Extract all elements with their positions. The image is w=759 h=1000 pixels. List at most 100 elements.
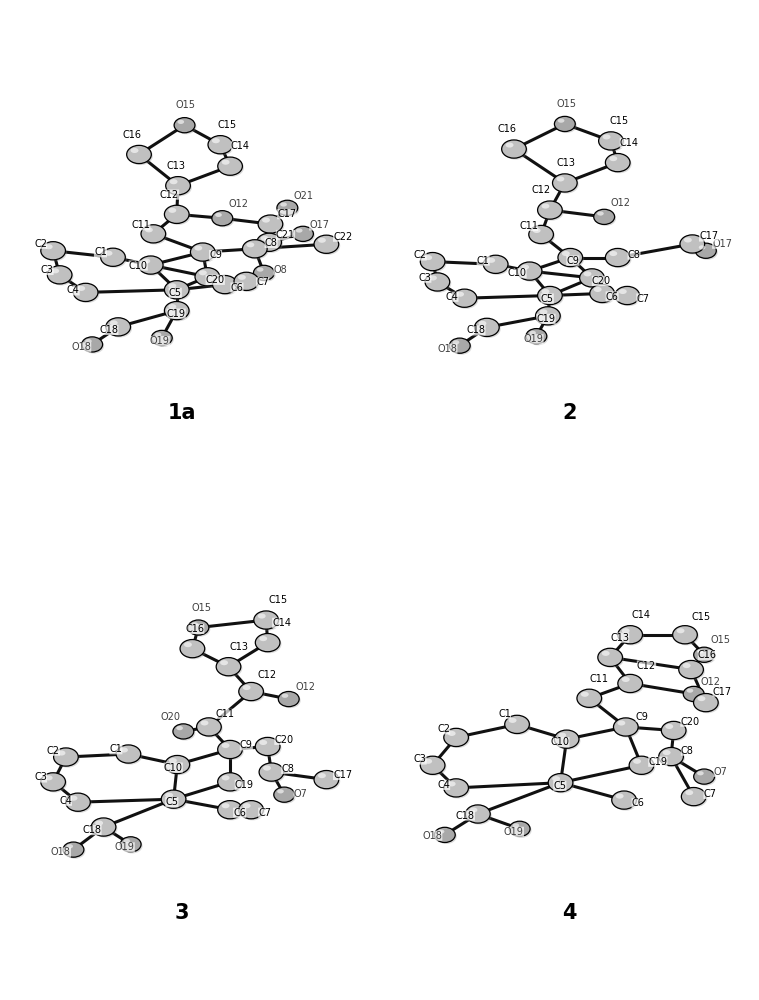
Ellipse shape <box>676 628 685 633</box>
Ellipse shape <box>241 802 265 820</box>
Ellipse shape <box>65 844 86 859</box>
Ellipse shape <box>615 719 640 738</box>
Text: C4: C4 <box>59 796 72 806</box>
Ellipse shape <box>595 211 616 226</box>
Ellipse shape <box>554 116 575 132</box>
Ellipse shape <box>672 626 698 644</box>
Ellipse shape <box>540 309 547 314</box>
Text: C20: C20 <box>592 276 611 286</box>
Ellipse shape <box>616 288 641 306</box>
Ellipse shape <box>274 787 294 802</box>
Text: C20: C20 <box>275 735 294 745</box>
Text: C20: C20 <box>680 717 700 727</box>
Ellipse shape <box>241 684 265 702</box>
Ellipse shape <box>45 775 52 780</box>
Text: C11: C11 <box>131 220 150 230</box>
Ellipse shape <box>120 837 141 852</box>
Text: C1: C1 <box>477 256 490 266</box>
Text: C19: C19 <box>537 314 556 324</box>
Ellipse shape <box>54 748 78 766</box>
Ellipse shape <box>282 694 288 698</box>
Ellipse shape <box>509 718 517 723</box>
Ellipse shape <box>168 283 176 288</box>
Text: C12: C12 <box>160 190 179 200</box>
Ellipse shape <box>449 338 470 353</box>
Text: C13: C13 <box>167 161 186 171</box>
Ellipse shape <box>120 747 128 753</box>
Ellipse shape <box>448 781 455 786</box>
Text: C10: C10 <box>164 763 183 773</box>
Ellipse shape <box>178 120 184 124</box>
Ellipse shape <box>106 318 131 336</box>
Ellipse shape <box>168 208 176 213</box>
Ellipse shape <box>619 289 627 294</box>
Text: C10: C10 <box>550 737 569 747</box>
Ellipse shape <box>255 612 280 631</box>
Ellipse shape <box>191 622 198 626</box>
Ellipse shape <box>222 743 229 748</box>
Ellipse shape <box>257 635 282 653</box>
Text: C11: C11 <box>216 709 235 719</box>
Ellipse shape <box>556 118 577 133</box>
Ellipse shape <box>169 758 177 763</box>
Ellipse shape <box>93 819 118 838</box>
Text: C12: C12 <box>637 661 656 671</box>
Ellipse shape <box>218 801 242 819</box>
Text: O15: O15 <box>191 603 212 613</box>
Ellipse shape <box>63 842 84 857</box>
Text: O18: O18 <box>437 344 458 354</box>
Ellipse shape <box>539 202 564 221</box>
Ellipse shape <box>95 820 103 826</box>
Ellipse shape <box>598 648 622 666</box>
Ellipse shape <box>257 267 263 272</box>
Ellipse shape <box>427 274 452 293</box>
Ellipse shape <box>505 142 514 148</box>
Ellipse shape <box>422 758 446 776</box>
Ellipse shape <box>180 640 205 658</box>
Ellipse shape <box>277 200 298 215</box>
Text: C5: C5 <box>540 294 554 304</box>
Ellipse shape <box>539 288 564 306</box>
Text: C1: C1 <box>498 709 511 719</box>
Ellipse shape <box>680 662 705 680</box>
Ellipse shape <box>43 774 67 792</box>
Ellipse shape <box>578 691 603 709</box>
Text: C5: C5 <box>553 781 566 791</box>
Ellipse shape <box>559 733 566 738</box>
Ellipse shape <box>659 747 683 766</box>
Ellipse shape <box>195 268 219 286</box>
Ellipse shape <box>155 332 162 337</box>
Ellipse shape <box>556 176 565 181</box>
Ellipse shape <box>541 289 550 294</box>
Ellipse shape <box>292 226 313 241</box>
Ellipse shape <box>424 759 432 764</box>
Ellipse shape <box>314 770 339 789</box>
Ellipse shape <box>694 769 714 784</box>
Text: C16: C16 <box>122 130 141 140</box>
Text: O20: O20 <box>161 712 181 722</box>
Text: C4: C4 <box>437 780 450 790</box>
Ellipse shape <box>105 251 112 256</box>
Ellipse shape <box>452 289 477 307</box>
Ellipse shape <box>102 250 127 268</box>
Ellipse shape <box>216 658 241 676</box>
Text: C14: C14 <box>231 141 250 151</box>
Text: O12: O12 <box>295 682 315 692</box>
Ellipse shape <box>554 730 579 748</box>
Ellipse shape <box>506 717 531 735</box>
Ellipse shape <box>548 774 573 792</box>
Text: C3: C3 <box>34 772 47 782</box>
Text: O18: O18 <box>71 342 91 352</box>
Ellipse shape <box>165 793 173 798</box>
Ellipse shape <box>165 205 189 223</box>
Ellipse shape <box>619 676 644 694</box>
Text: C20: C20 <box>206 275 225 285</box>
Ellipse shape <box>199 270 206 275</box>
Ellipse shape <box>260 216 285 235</box>
Ellipse shape <box>219 774 244 792</box>
Ellipse shape <box>216 213 222 217</box>
Text: C14: C14 <box>620 138 639 148</box>
Ellipse shape <box>478 321 487 326</box>
Ellipse shape <box>526 329 546 344</box>
Ellipse shape <box>166 282 191 300</box>
